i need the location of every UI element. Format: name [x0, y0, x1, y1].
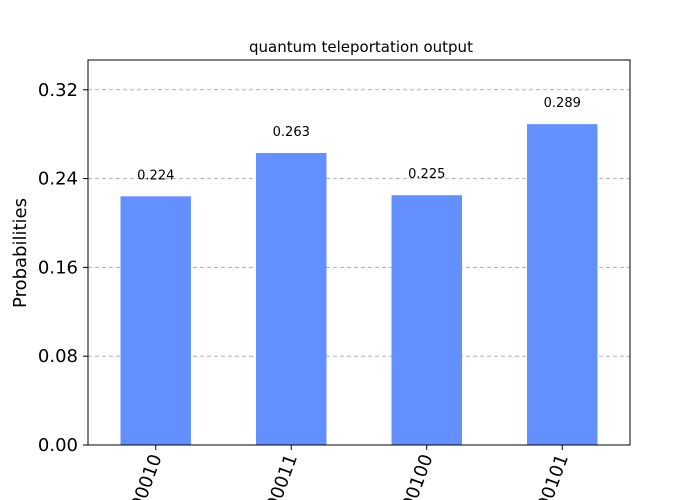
x-tick-label: 00100: [398, 452, 437, 500]
x-tick-label: 00011: [263, 452, 302, 500]
x-axis-ticks: 00010 00011 00100 00101: [127, 445, 573, 500]
y-axis-ticks: 0.00 0.08 0.16 0.24 0.32: [38, 80, 88, 456]
x-tick-label: 00010: [127, 452, 166, 500]
bars: [120, 124, 598, 446]
y-tick-label: 0.00: [38, 435, 78, 456]
data-labels: 0.224 0.263 0.225 0.289: [137, 96, 581, 183]
x-tick-label: 00101: [534, 452, 573, 500]
y-tick-label: 0.08: [38, 346, 78, 367]
plot-frame: [87, 59, 631, 446]
data-label: 0.263: [273, 125, 310, 140]
bar: [527, 124, 598, 446]
y-tick-label: 0.32: [38, 80, 78, 101]
data-label: 0.289: [544, 96, 581, 111]
y-tick-label: 0.16: [38, 257, 78, 278]
bar: [256, 153, 327, 445]
data-label: 0.225: [408, 167, 445, 182]
y-tick-label: 0.24: [38, 169, 78, 190]
bar: [391, 195, 462, 445]
y-axis-label: Probabilities: [10, 198, 31, 308]
data-label: 0.224: [137, 168, 174, 183]
chart-title: quantum teleportation output: [249, 38, 473, 56]
bar: [120, 196, 191, 445]
